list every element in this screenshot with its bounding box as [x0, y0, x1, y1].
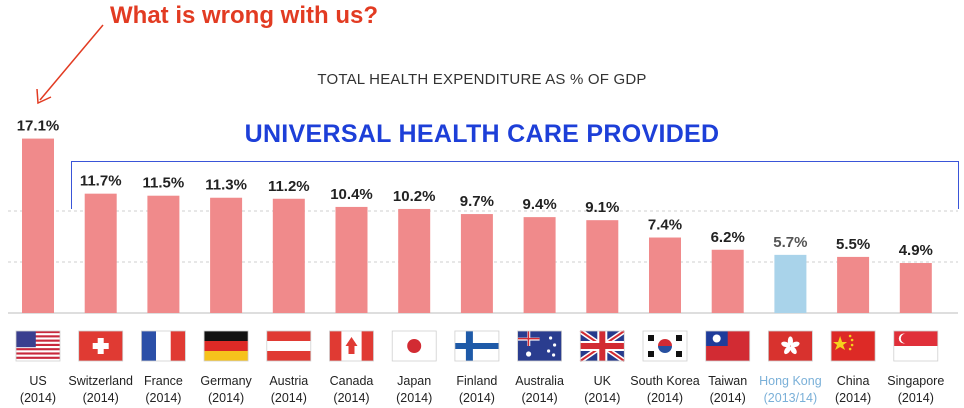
bar-singapore	[899, 263, 932, 313]
value-label: 10.2%	[393, 188, 436, 205]
chart-title: TOTAL HEALTH EXPENDITURE AS % OF GDP	[317, 71, 647, 88]
bar-south-korea	[649, 237, 681, 313]
bar-germany	[210, 197, 243, 313]
bar-china	[837, 256, 870, 313]
value-label: 10.4%	[330, 186, 373, 203]
bar-hong-kong	[774, 254, 807, 313]
category-label: Finland	[456, 374, 497, 388]
category-label: Taiwan	[708, 374, 747, 388]
singapore-flag-icon	[893, 330, 939, 362]
value-label: 5.5%	[836, 236, 870, 253]
category-label: Singapore	[887, 374, 944, 388]
group-bracket	[71, 161, 959, 209]
year-label: (2013/14)	[764, 391, 818, 405]
bar-austria	[272, 198, 305, 313]
category-label: Austria	[269, 374, 308, 388]
category-label: UK	[594, 374, 612, 388]
finland-flag-icon	[454, 330, 500, 362]
uk-flag-icon	[578, 328, 626, 364]
year-label: (2014)	[271, 391, 307, 405]
year-label: (2014)	[83, 391, 119, 405]
china-flag-icon	[830, 330, 876, 362]
value-label: 4.9%	[899, 242, 933, 259]
year-label: (2014)	[333, 391, 369, 405]
value-label: 7.4%	[648, 217, 682, 234]
annotation-arrowhead	[36, 88, 52, 105]
category-label: Switzerland	[68, 374, 133, 388]
bar-japan	[398, 208, 431, 313]
value-label: 11.2%	[268, 178, 310, 195]
value-label: 5.7%	[773, 234, 807, 251]
value-label: 11.3%	[205, 177, 247, 194]
value-label: 9.1%	[585, 199, 619, 216]
bar-taiwan	[711, 249, 744, 313]
category-label: China	[837, 374, 870, 388]
bar-france	[147, 195, 180, 313]
year-label: (2014)	[145, 391, 181, 405]
bar-us	[22, 138, 54, 313]
value-label: 11.7%	[80, 173, 122, 190]
year-label: (2014)	[396, 391, 432, 405]
switzerland-flag-icon	[78, 330, 124, 362]
category-label: US	[29, 374, 46, 388]
austria-flag-icon	[266, 330, 312, 362]
australia-flag-icon	[517, 330, 562, 362]
year-label: (2014)	[20, 391, 56, 405]
year-label: (2014)	[208, 391, 244, 405]
hong-kong-flag-icon	[768, 330, 813, 362]
category-label: Germany	[200, 374, 252, 388]
germany-flag-icon	[203, 330, 249, 362]
bar-switzerland	[84, 193, 117, 313]
canada-flag-icon	[329, 330, 374, 362]
group-label: UNIVERSAL HEALTH CARE PROVIDED	[244, 120, 720, 148]
annotation-text: What is wrong with us?	[110, 2, 378, 29]
category-label: South Korea	[630, 374, 700, 388]
south-korea-flag-icon	[642, 330, 688, 362]
value-label: 9.4%	[522, 196, 556, 213]
category-label: France	[144, 374, 183, 388]
year-label: (2014)	[522, 391, 558, 405]
bar-uk	[586, 220, 619, 313]
value-label: 17.1%	[17, 118, 60, 135]
category-label: Hong Kong	[759, 374, 822, 388]
taiwan-flag-icon	[705, 330, 751, 362]
annotation-arrow	[39, 24, 104, 101]
year-label: (2014)	[835, 391, 871, 405]
year-label: (2014)	[459, 391, 495, 405]
value-label: 11.5%	[143, 175, 185, 192]
year-label: (2014)	[647, 391, 683, 405]
category-label: Australia	[515, 374, 564, 388]
japan-flag-icon	[391, 330, 437, 362]
us-flag-icon	[15, 330, 61, 362]
year-label: (2014)	[584, 391, 620, 405]
year-label: (2014)	[898, 391, 934, 405]
bar-australia	[523, 217, 556, 313]
france-flag-icon	[140, 330, 186, 362]
year-label: (2014)	[710, 391, 746, 405]
value-label: 9.7%	[460, 193, 494, 210]
category-label: Canada	[330, 374, 374, 388]
value-label: 6.2%	[711, 229, 745, 246]
category-label: Japan	[397, 374, 431, 388]
bar-canada	[335, 206, 368, 313]
bar-finland	[460, 214, 493, 313]
